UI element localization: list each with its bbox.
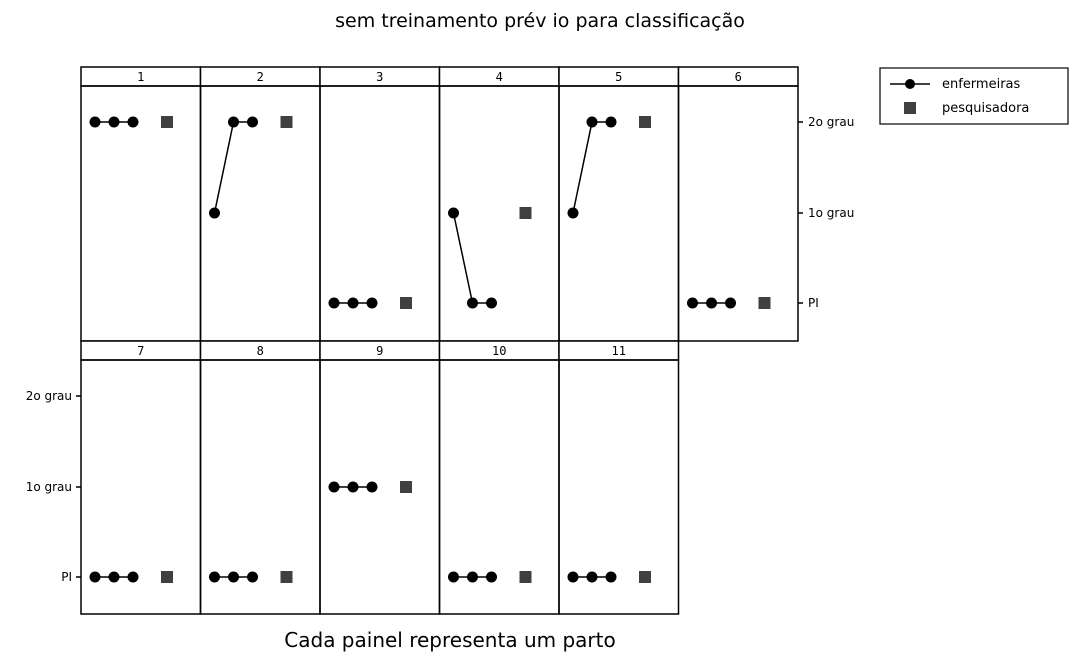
panel-label: 9 [376, 344, 383, 358]
panel-5: 5 [558, 66, 680, 342]
enfermeiras-point [605, 571, 617, 583]
enfermeiras-point [89, 571, 101, 583]
enfermeiras-point [127, 571, 139, 583]
enfermeiras-point [108, 116, 120, 128]
panel-label: 3 [376, 70, 383, 84]
panel-1: 1 [80, 66, 202, 342]
y-tick-label: 2o grau [26, 389, 72, 403]
pesquisadora-point [280, 571, 293, 583]
enfermeiras-point [247, 571, 258, 583]
enfermeiras-point [89, 116, 101, 128]
y-tick-label: PI [808, 296, 819, 310]
enfermeiras-point [586, 116, 598, 128]
enfermeiras-point [567, 571, 579, 583]
enfermeiras-point [467, 297, 478, 309]
enfermeiras-point [347, 297, 359, 309]
x-axis-label: Cada painel representa um parto [284, 628, 615, 652]
enfermeiras-line [213, 121, 253, 214]
panel-label: 2 [257, 70, 264, 84]
pesquisadora-point [400, 297, 412, 309]
enfermeiras-point [467, 571, 478, 583]
y-axis-right: PI 1o grau 2o grau [798, 115, 854, 310]
enfermeiras-point [725, 297, 736, 309]
enfermeiras-point [228, 571, 239, 583]
panel-label: 5 [615, 70, 622, 84]
panel-label: 10 [492, 344, 506, 358]
pesquisadora-point [161, 116, 173, 128]
enfermeiras-point [247, 116, 258, 128]
y-tick-label: 1o grau [808, 206, 854, 220]
legend-square-marker [904, 102, 916, 114]
enfermeiras-point [108, 571, 120, 583]
panel-4: 4 [438, 66, 560, 342]
enfermeiras-point [687, 297, 698, 309]
pesquisadora-point [519, 207, 532, 219]
panel-11: 11 [558, 340, 680, 615]
enfermeiras-point [209, 571, 220, 583]
legend-entry-pesquisadora: pesquisadora [904, 101, 1029, 116]
enfermeiras-point [706, 297, 717, 309]
panel-label: 6 [735, 70, 742, 84]
enfermeiras-point [127, 116, 139, 128]
pesquisadora-point [639, 116, 651, 128]
panel-6: 6 [677, 66, 799, 342]
enfermeiras-line [452, 212, 492, 304]
enfermeiras-point [347, 481, 359, 493]
legend-label: pesquisadora [942, 101, 1029, 116]
panel-label: 8 [257, 344, 264, 358]
panel-label: 1 [137, 70, 144, 84]
panel-label: 4 [496, 70, 503, 84]
enfermeiras-point [328, 481, 340, 493]
enfermeiras-line [572, 121, 611, 214]
enfermeiras-point [567, 207, 579, 219]
enfermeiras-point [328, 297, 340, 309]
panel-grid: 1 2 3 4 5 6 7 8 9 10 11 [80, 66, 799, 615]
panel-frame [558, 359, 680, 615]
panel-8: 8 [199, 340, 321, 615]
enfermeiras-point [209, 207, 220, 219]
legend-circle-marker [905, 79, 915, 89]
panel-7: 7 [80, 340, 202, 615]
enfermeiras-point [366, 481, 378, 493]
pesquisadora-point [280, 116, 293, 128]
chart-title: sem treinamento prév io para classificaç… [335, 10, 745, 32]
enfermeiras-point [486, 297, 497, 309]
panel-label: 7 [137, 344, 144, 358]
panel-10: 10 [438, 340, 560, 615]
pesquisadora-point [519, 571, 532, 583]
panel-9: 9 [319, 340, 441, 615]
panel-label: 11 [612, 344, 626, 358]
enfermeiras-point [605, 116, 617, 128]
pesquisadora-point [400, 481, 412, 493]
legend-entry-enfermeiras: enfermeiras [890, 77, 1021, 92]
y-tick-label: 1o grau [26, 480, 72, 494]
enfermeiras-point [448, 571, 459, 583]
y-axis-left: PI 1o grau 2o grau [26, 389, 81, 584]
pesquisadora-point [161, 571, 173, 583]
y-tick-label: 2o grau [808, 115, 854, 129]
enfermeiras-point [486, 571, 497, 583]
y-tick-label: PI [61, 570, 72, 584]
pesquisadora-point [639, 571, 651, 583]
enfermeiras-point [366, 297, 378, 309]
legend-box [879, 67, 1069, 125]
enfermeiras-point [448, 207, 459, 219]
enfermeiras-point [586, 571, 598, 583]
panel-2: 2 [199, 66, 321, 342]
pesquisadora-point [758, 297, 771, 309]
enfermeiras-point [228, 116, 239, 128]
panel-3: 3 [319, 66, 441, 342]
legend: enfermeiras pesquisadora [879, 67, 1069, 125]
legend-label: enfermeiras [942, 77, 1021, 92]
